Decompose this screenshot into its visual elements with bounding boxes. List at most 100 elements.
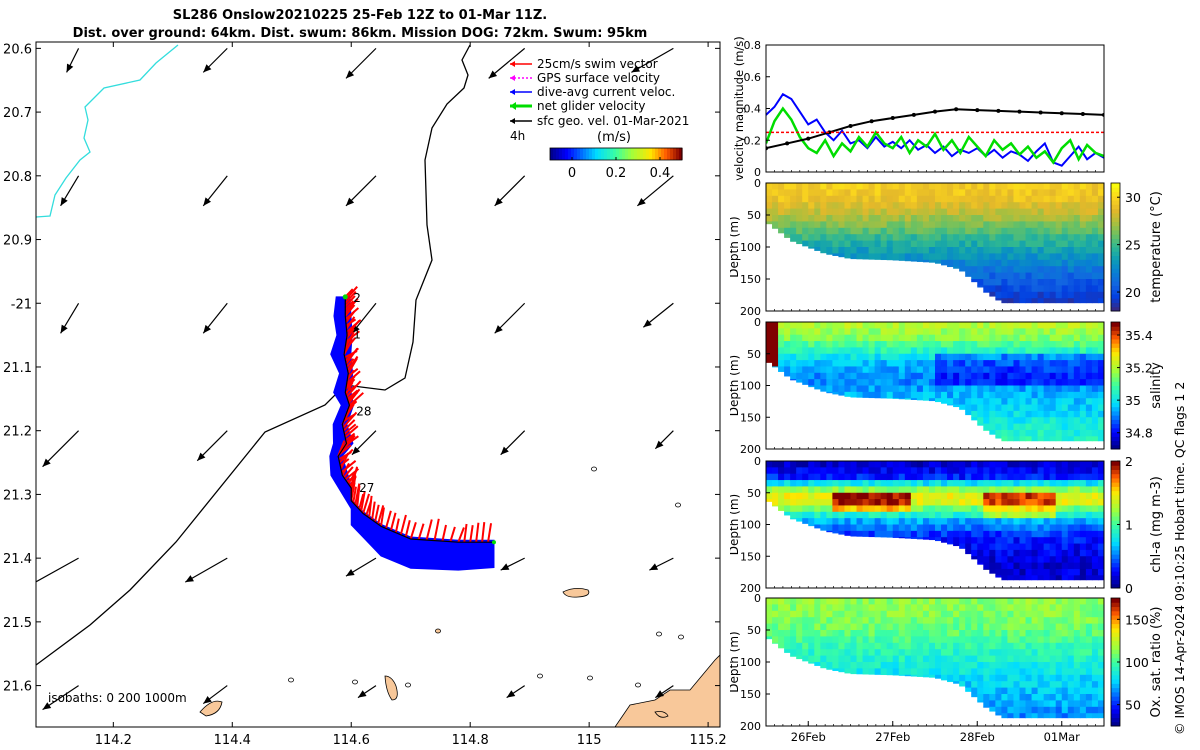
- heatmap-cell: [832, 208, 839, 216]
- heatmap-cell: [947, 473, 954, 481]
- heatmap-cell: [1061, 266, 1069, 274]
- heatmap-cell: [880, 668, 888, 676]
- heatmap-cell: [1019, 341, 1027, 348]
- heatmap-cell: [935, 240, 942, 248]
- heatmap-cell: [814, 183, 821, 190]
- heatmap-cell: [953, 215, 960, 222]
- colorbar-cell: [1111, 427, 1120, 433]
- heatmap-cell: [916, 598, 924, 605]
- heatmap-cell: [820, 662, 827, 669]
- heatmap-cell: [766, 630, 773, 637]
- heatmap-cell: [790, 461, 797, 468]
- heatmap-cell: [832, 366, 839, 374]
- heatmap-cell: [1043, 530, 1051, 538]
- heatmap-cell: [953, 461, 960, 468]
- heatmap-cell: [910, 598, 918, 605]
- heatmap-cell: [1019, 272, 1027, 280]
- heatmap-cell: [922, 398, 930, 401]
- heatmap-cell: [1031, 604, 1039, 612]
- heatmap-cell: [1031, 202, 1039, 210]
- heatmap-cell: [904, 341, 912, 348]
- heatmap-cell: [1007, 272, 1014, 280]
- heatmap-cell: [1025, 266, 1033, 274]
- heatmap-cell: [995, 575, 1002, 578]
- heatmap-cell: [898, 366, 906, 374]
- colorbar-cell: [1111, 636, 1120, 642]
- heatmap-cell: [1037, 480, 1045, 487]
- heatmap-cell: [1043, 366, 1051, 374]
- heatmap-cell: [1091, 341, 1099, 348]
- heatmap-cell: [1031, 404, 1039, 412]
- heatmap-cell: [1031, 391, 1039, 399]
- heatmap-cell: [1037, 429, 1045, 437]
- heatmap-cell: [941, 253, 948, 261]
- heatmap-cell: [1019, 623, 1027, 631]
- heatmap-cell: [898, 511, 906, 519]
- heatmap-cell: [977, 202, 984, 210]
- heatmap-cell: [1013, 322, 1020, 329]
- heatmap-cell: [928, 530, 936, 538]
- heatmap-cell: [983, 598, 990, 605]
- heatmap-cell: [1037, 247, 1045, 254]
- heatmap-cell: [862, 655, 870, 663]
- heatmap-cell: [844, 247, 851, 254]
- heatmap-cell: [989, 379, 996, 386]
- heatmap-cell: [1013, 195, 1020, 203]
- velocity-series-line: [766, 108, 1104, 150]
- heatmap-cell: [1013, 272, 1020, 280]
- heatmap-cell: [928, 636, 936, 644]
- heatmap-cell: [1079, 272, 1087, 280]
- heatmap-cell: [1097, 347, 1104, 355]
- heatmap-cell: [808, 636, 815, 644]
- heatmap-cell: [892, 492, 900, 500]
- heatmap-cell: [1097, 668, 1104, 676]
- heatmap-cell: [766, 189, 773, 197]
- heatmap-cell: [1061, 353, 1069, 361]
- heatmap-cell: [1067, 499, 1075, 506]
- heatmap-cell: [1067, 681, 1075, 689]
- heatmap-cell: [898, 253, 906, 261]
- heatmap-cell: [1067, 687, 1075, 695]
- heatmap-cell: [904, 221, 912, 229]
- heatmap-cell: [983, 322, 990, 329]
- heatmap-cell: [1055, 215, 1063, 222]
- heatmap-cell: [1019, 189, 1027, 197]
- heatmap-cell: [1019, 234, 1027, 242]
- heatmap-cell: [1031, 429, 1039, 437]
- heatmap-cell: [1007, 655, 1014, 663]
- heatmap-cell: [844, 215, 851, 222]
- heatmap-cell: [935, 598, 942, 605]
- heatmap-cell: [802, 511, 809, 519]
- heatmap-cell: [1013, 334, 1020, 342]
- heatmap-cell: [1019, 568, 1027, 576]
- heatmap-cell: [886, 511, 894, 519]
- heatmap-cell: [808, 234, 815, 242]
- heatmap-cell: [916, 334, 924, 342]
- heatmap-cell: [808, 486, 815, 494]
- heatmap-cell: [1007, 630, 1014, 637]
- heatmap-cell: [1043, 694, 1051, 701]
- heatmap-cell: [1091, 234, 1099, 242]
- colorbar-tick-label: 30: [1125, 190, 1141, 205]
- heatmap-cell: [874, 642, 882, 650]
- heatmap-cell: [959, 505, 966, 513]
- heatmap-cell: [1085, 461, 1093, 468]
- heatmap-cell: [983, 183, 990, 190]
- heatmap-cell: [874, 195, 882, 203]
- heatmap-cell: [808, 642, 815, 650]
- velocity-series-point: [785, 141, 790, 146]
- heatmap-cell: [916, 322, 924, 329]
- heatmap-cell: [892, 215, 900, 222]
- heatmap-cell: [1055, 505, 1063, 513]
- heatmap-cell: [814, 610, 821, 618]
- colorbar-cell: [1111, 381, 1120, 386]
- heatmap-cell: [802, 486, 809, 494]
- heatmap-cell: [778, 642, 785, 649]
- heatmap-cell: [1007, 473, 1014, 481]
- heatmap-cell: [1049, 266, 1057, 274]
- heatmap-cell: [1073, 530, 1081, 538]
- heatmap-cell: [808, 379, 815, 386]
- heatmap-cell: [1043, 598, 1051, 605]
- heatmap-cell: [1073, 486, 1081, 494]
